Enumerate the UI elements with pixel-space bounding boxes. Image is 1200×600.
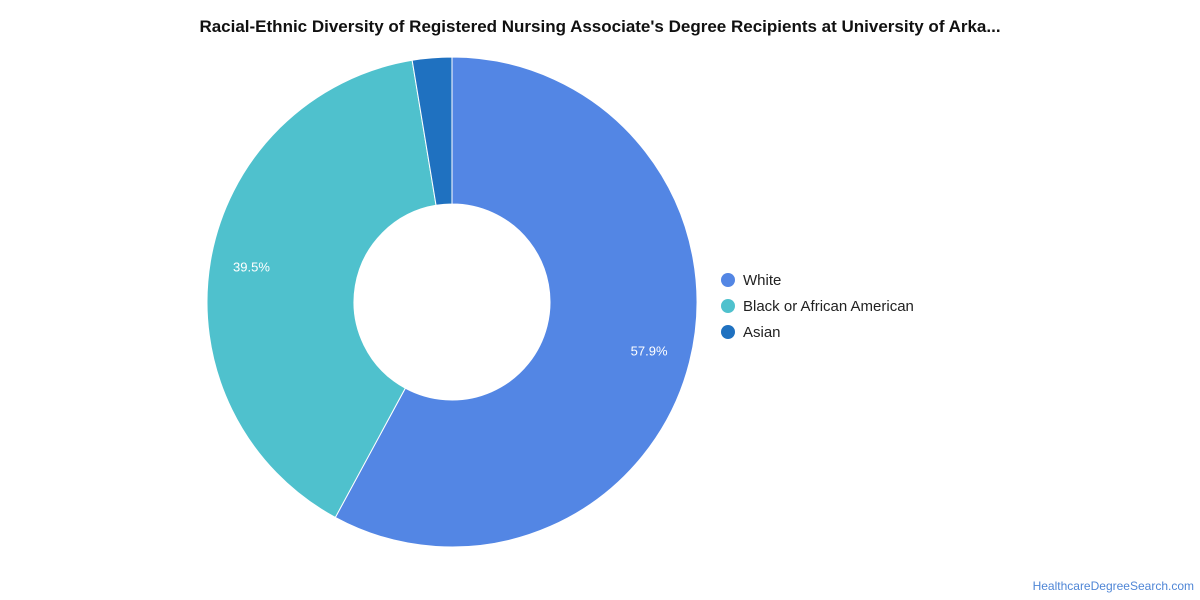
legend-item-white[interactable]: White: [721, 267, 914, 293]
legend-label-white: White: [743, 271, 782, 289]
legend-swatch-asian: [721, 325, 735, 339]
legend-swatch-white: [721, 273, 735, 287]
legend-label-asian: Asian: [743, 323, 781, 341]
legend-item-black-or-african-american[interactable]: Black or African American: [721, 293, 914, 319]
chart-title: Racial-Ethnic Diversity of Registered Nu…: [199, 17, 1001, 36]
slice-white[interactable]: [334, 56, 698, 548]
legend-label-black-or-african-american: Black or African American: [743, 297, 914, 315]
slice-black-or-african-american[interactable]: [206, 59, 437, 519]
data-label-white: 57.9%: [631, 343, 668, 358]
chart-legend: White Black or African American Asian: [721, 267, 914, 345]
legend-swatch-black-or-african-american: [721, 299, 735, 313]
source-watermark[interactable]: HealthcareDegreeSearch.com: [1032, 579, 1194, 593]
data-label-black-or-african-american: 39.5%: [233, 260, 270, 275]
legend-item-asian[interactable]: Asian: [721, 319, 914, 345]
slice-asian[interactable]: [411, 56, 453, 206]
